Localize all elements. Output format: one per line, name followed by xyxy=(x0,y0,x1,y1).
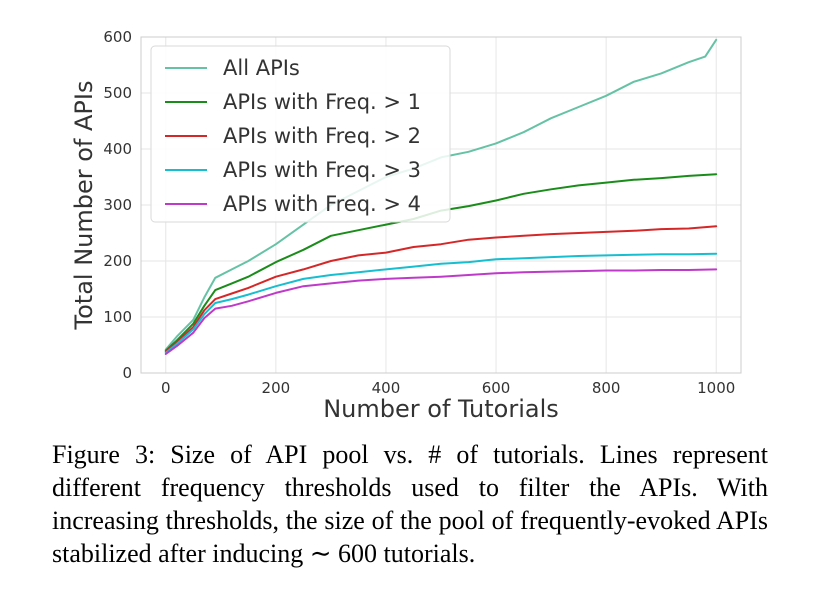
y-tick-label: 400 xyxy=(103,140,132,158)
y-tick-label: 300 xyxy=(103,196,132,214)
legend-label: APIs with Freq. > 4 xyxy=(223,192,421,216)
legend-frame xyxy=(150,45,451,223)
legend-label: APIs with Freq. > 2 xyxy=(223,124,421,148)
legend-label: All APIs xyxy=(223,56,300,80)
y-tick-label: 0 xyxy=(122,364,132,382)
y-tick-label: 600 xyxy=(103,28,132,46)
y-tick-label: 100 xyxy=(103,308,132,326)
y-axis-title: Total Number of APIs xyxy=(70,81,98,331)
series-line-4 xyxy=(164,252,718,354)
x-tick-label: 1000 xyxy=(697,379,735,397)
x-axis-title: Number of Tutorials xyxy=(323,395,559,423)
figure-caption: Figure 3: Size of API pool vs. # of tuto… xyxy=(52,440,768,568)
x-tick-label: 0 xyxy=(161,379,171,397)
y-tick-label: 200 xyxy=(103,252,132,270)
legend-label: APIs with Freq. > 1 xyxy=(223,90,421,114)
series-line-5 xyxy=(164,268,718,355)
x-tick-label: 600 xyxy=(482,379,511,397)
y-tick-labels: 0 100 200 300 400 500 600 xyxy=(103,28,132,382)
api-pool-line-chart: 0 200 400 600 800 1000 0 100 200 300 400 500 600 Nu… xyxy=(70,28,742,423)
legend: All APIs APIs with Freq. > 1 APIs with Fre… xyxy=(150,45,451,223)
x-tick-label: 800 xyxy=(592,379,621,397)
series-line-3 xyxy=(164,225,718,353)
x-tick-labels: 0 200 400 600 800 1000 xyxy=(161,379,735,397)
x-tick-label: 400 xyxy=(372,379,401,397)
x-tick-label: 200 xyxy=(262,379,291,397)
y-tick-label: 500 xyxy=(103,84,132,102)
plot-area-frame xyxy=(140,36,742,374)
legend-label: APIs with Freq. > 3 xyxy=(223,158,421,182)
legend-entries: All APIs APIs with Freq. > 1 APIs with Fre… xyxy=(165,56,421,216)
